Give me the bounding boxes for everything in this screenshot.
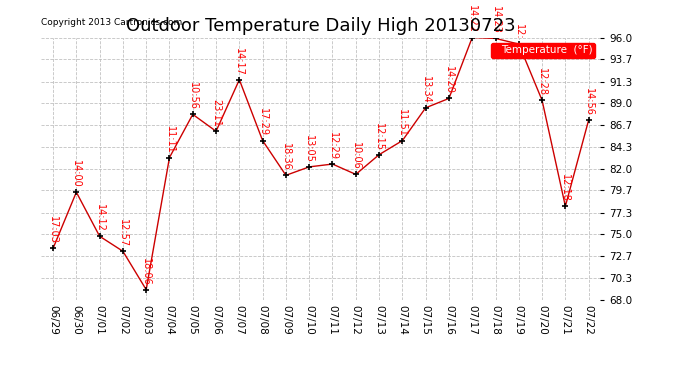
Text: 17:29: 17:29 — [257, 108, 268, 136]
Text: 12:29: 12:29 — [328, 132, 337, 160]
Text: 12:: 12: — [514, 24, 524, 40]
Text: 17:03: 17:03 — [48, 216, 58, 244]
Text: 10:56: 10:56 — [188, 82, 198, 110]
Text: 11:51: 11:51 — [397, 109, 407, 136]
Text: 11:11: 11:11 — [164, 126, 175, 153]
Title: Outdoor Temperature Daily High 20130723: Outdoor Temperature Daily High 20130723 — [126, 16, 515, 34]
Text: 12:18: 12:18 — [560, 174, 571, 202]
Text: 14:23: 14:23 — [491, 6, 500, 34]
Text: 14:12: 14:12 — [95, 204, 105, 232]
Text: 14:20: 14:20 — [444, 66, 454, 94]
Legend: Temperature  (°F): Temperature (°F) — [491, 43, 595, 58]
Text: 12:57: 12:57 — [118, 219, 128, 247]
Text: 14:17: 14:17 — [235, 48, 244, 75]
Text: 18:06: 18:06 — [141, 258, 151, 285]
Text: 18:36: 18:36 — [281, 143, 291, 171]
Text: 12:28: 12:28 — [537, 68, 547, 96]
Text: 14:00: 14:00 — [71, 160, 81, 188]
Text: 13:34: 13:34 — [421, 76, 431, 104]
Text: 14:56: 14:56 — [584, 88, 593, 116]
Text: 23:11: 23:11 — [211, 99, 221, 127]
Text: 12:15: 12:15 — [374, 123, 384, 150]
Text: Copyright 2013 Cartronics.com: Copyright 2013 Cartronics.com — [41, 18, 183, 27]
Text: 13:05: 13:05 — [304, 135, 314, 163]
Text: 14:22: 14:22 — [467, 5, 477, 33]
Text: 10:06: 10:06 — [351, 142, 361, 170]
